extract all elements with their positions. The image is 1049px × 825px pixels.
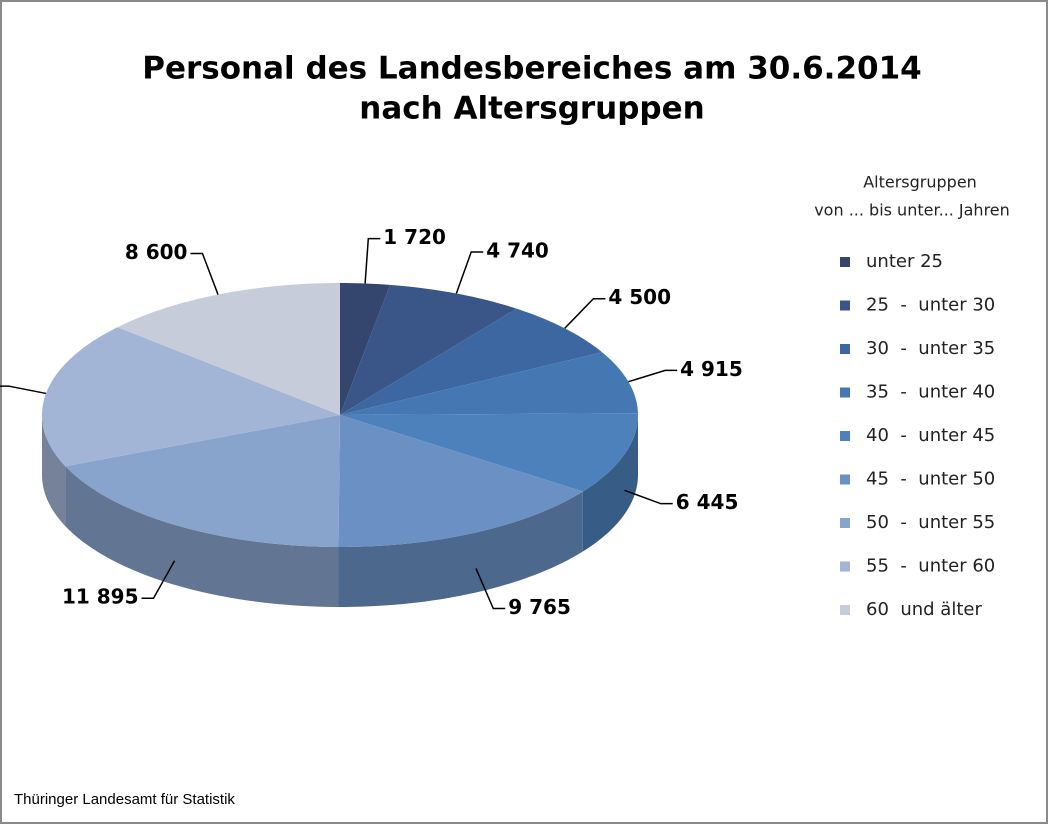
legend-title: Altersgruppen — [863, 173, 977, 192]
leader-line — [141, 560, 176, 599]
slice — [340, 283, 391, 415]
slice — [117, 283, 340, 415]
legend-marker — [840, 474, 850, 485]
legend-label: 35 - unter 40 — [866, 382, 995, 403]
legend-marker — [840, 431, 850, 441]
slice-side — [65, 466, 339, 607]
slice — [340, 413, 638, 492]
slice — [340, 308, 603, 415]
legend-marker — [840, 605, 850, 615]
slice — [65, 415, 340, 547]
legend-title: von ... bis unter... Jahren — [814, 201, 1010, 220]
slice — [340, 284, 517, 415]
data-label: 1 720 — [383, 225, 446, 249]
leader-line — [455, 251, 484, 294]
legend-label: 30 - unter 35 — [866, 338, 995, 359]
legend-marker — [840, 387, 850, 398]
data-label: 4 915 — [680, 357, 743, 381]
legend-label: 55 - unter 60 — [866, 556, 995, 577]
legend-marker — [840, 344, 850, 354]
legend-marker — [840, 561, 850, 572]
legend-label: 45 - unter 50 — [866, 469, 995, 490]
slice — [340, 352, 638, 415]
leader-line — [564, 297, 606, 329]
leader-line — [475, 568, 506, 610]
chart-title: nach Altersgruppen — [359, 91, 704, 127]
data-label: 6 445 — [676, 490, 739, 514]
leader-line — [364, 237, 381, 284]
legend-marker — [840, 300, 850, 311]
legend-label: 40 - unter 45 — [866, 425, 995, 446]
legend-marker — [840, 518, 850, 528]
data-label: 11 895 — [62, 585, 139, 609]
slice-side — [42, 415, 66, 527]
slice — [42, 327, 341, 467]
leader-line — [624, 489, 673, 505]
slice-side — [338, 491, 583, 607]
data-label: 4 500 — [608, 285, 671, 309]
leader-line — [190, 252, 219, 295]
leader-line — [0, 385, 47, 395]
legend-label: 60 und älter — [866, 599, 982, 620]
legend-label: 25 - unter 30 — [866, 295, 995, 316]
slice — [338, 415, 583, 547]
data-label: 4 740 — [486, 239, 549, 263]
data-label: 8 600 — [125, 240, 188, 264]
data-label: 9 765 — [508, 595, 571, 619]
slice-side — [582, 415, 638, 552]
chart-title: Personal des Landesbereiches am 30.6.201… — [142, 51, 921, 87]
legend-label: unter 25 — [866, 251, 943, 272]
source-note: Thüringer Landesamt für Statistik — [14, 791, 235, 808]
legend-marker — [840, 257, 850, 267]
leader-line — [628, 369, 678, 383]
legend-label: 50 - unter 55 — [866, 512, 995, 533]
